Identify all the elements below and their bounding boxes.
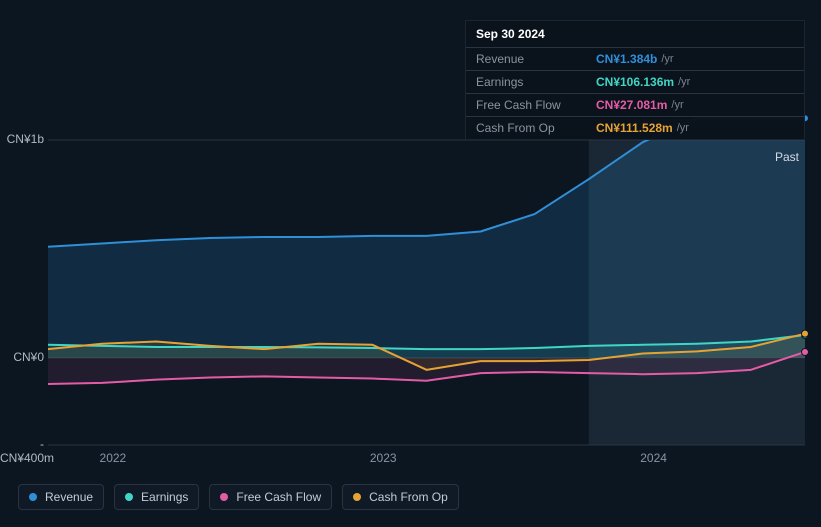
tooltip-row-value: CN¥106.136m <box>596 75 674 89</box>
legend-item-revenue[interactable]: Revenue <box>18 484 104 510</box>
legend-swatch-icon <box>29 493 37 501</box>
x-tick-label: 2023 <box>370 451 397 465</box>
tooltip-row-suffix: /yr <box>678 76 690 88</box>
legend-item-label: Revenue <box>45 490 93 504</box>
legend-item-fcf[interactable]: Free Cash Flow <box>209 484 332 510</box>
x-tick-label: 2024 <box>640 451 667 465</box>
tooltip-row-label: Earnings <box>476 75 596 89</box>
tooltip-row: RevenueCN¥1.384b/yr <box>466 48 804 71</box>
tooltip-row-value: CN¥1.384b <box>596 52 657 66</box>
legend-item-label: Earnings <box>141 490 188 504</box>
tooltip-row-label: Free Cash Flow <box>476 98 596 112</box>
tooltip-row: EarningsCN¥106.136m/yr <box>466 71 804 94</box>
tooltip-row: Free Cash FlowCN¥27.081m/yr <box>466 94 804 117</box>
tooltip-row-suffix: /yr <box>671 99 683 111</box>
tooltip-row: Cash From OpCN¥111.528m/yr <box>466 117 804 139</box>
legend-swatch-icon <box>125 493 133 501</box>
endpoint-fcf <box>802 348 809 355</box>
tooltip-date: Sep 30 2024 <box>466 21 804 48</box>
tooltip-row-label: Revenue <box>476 52 596 66</box>
y-tick-label: CN¥1b <box>0 132 44 146</box>
legend-swatch-icon <box>220 493 228 501</box>
chart-tooltip: Sep 30 2024 RevenueCN¥1.384b/yrEarningsC… <box>465 20 805 140</box>
tooltip-row-value: CN¥27.081m <box>596 98 667 112</box>
y-tick-label: -CN¥400m <box>0 437 44 465</box>
tooltip-row-suffix: /yr <box>677 122 689 134</box>
financials-chart: CN¥1b CN¥0 -CN¥400m 2022 2023 2024 Past Sep … <box>0 0 821 524</box>
legend-item-cfo[interactable]: Cash From Op <box>342 484 459 510</box>
y-tick-label: CN¥0 <box>0 350 44 364</box>
area-revenue <box>48 118 805 358</box>
tooltip-row-value: CN¥111.528m <box>596 121 673 135</box>
past-label: Past <box>775 150 799 164</box>
x-tick-label: 2022 <box>100 451 127 465</box>
legend-swatch-icon <box>353 493 361 501</box>
legend-item-label: Cash From Op <box>369 490 448 504</box>
endpoint-cfo <box>802 330 809 337</box>
tooltip-row-suffix: /yr <box>661 53 673 65</box>
legend-item-label: Free Cash Flow <box>236 490 321 504</box>
tooltip-row-label: Cash From Op <box>476 121 596 135</box>
chart-legend: Revenue Earnings Free Cash Flow Cash From O… <box>18 484 459 510</box>
legend-item-earnings[interactable]: Earnings <box>114 484 199 510</box>
